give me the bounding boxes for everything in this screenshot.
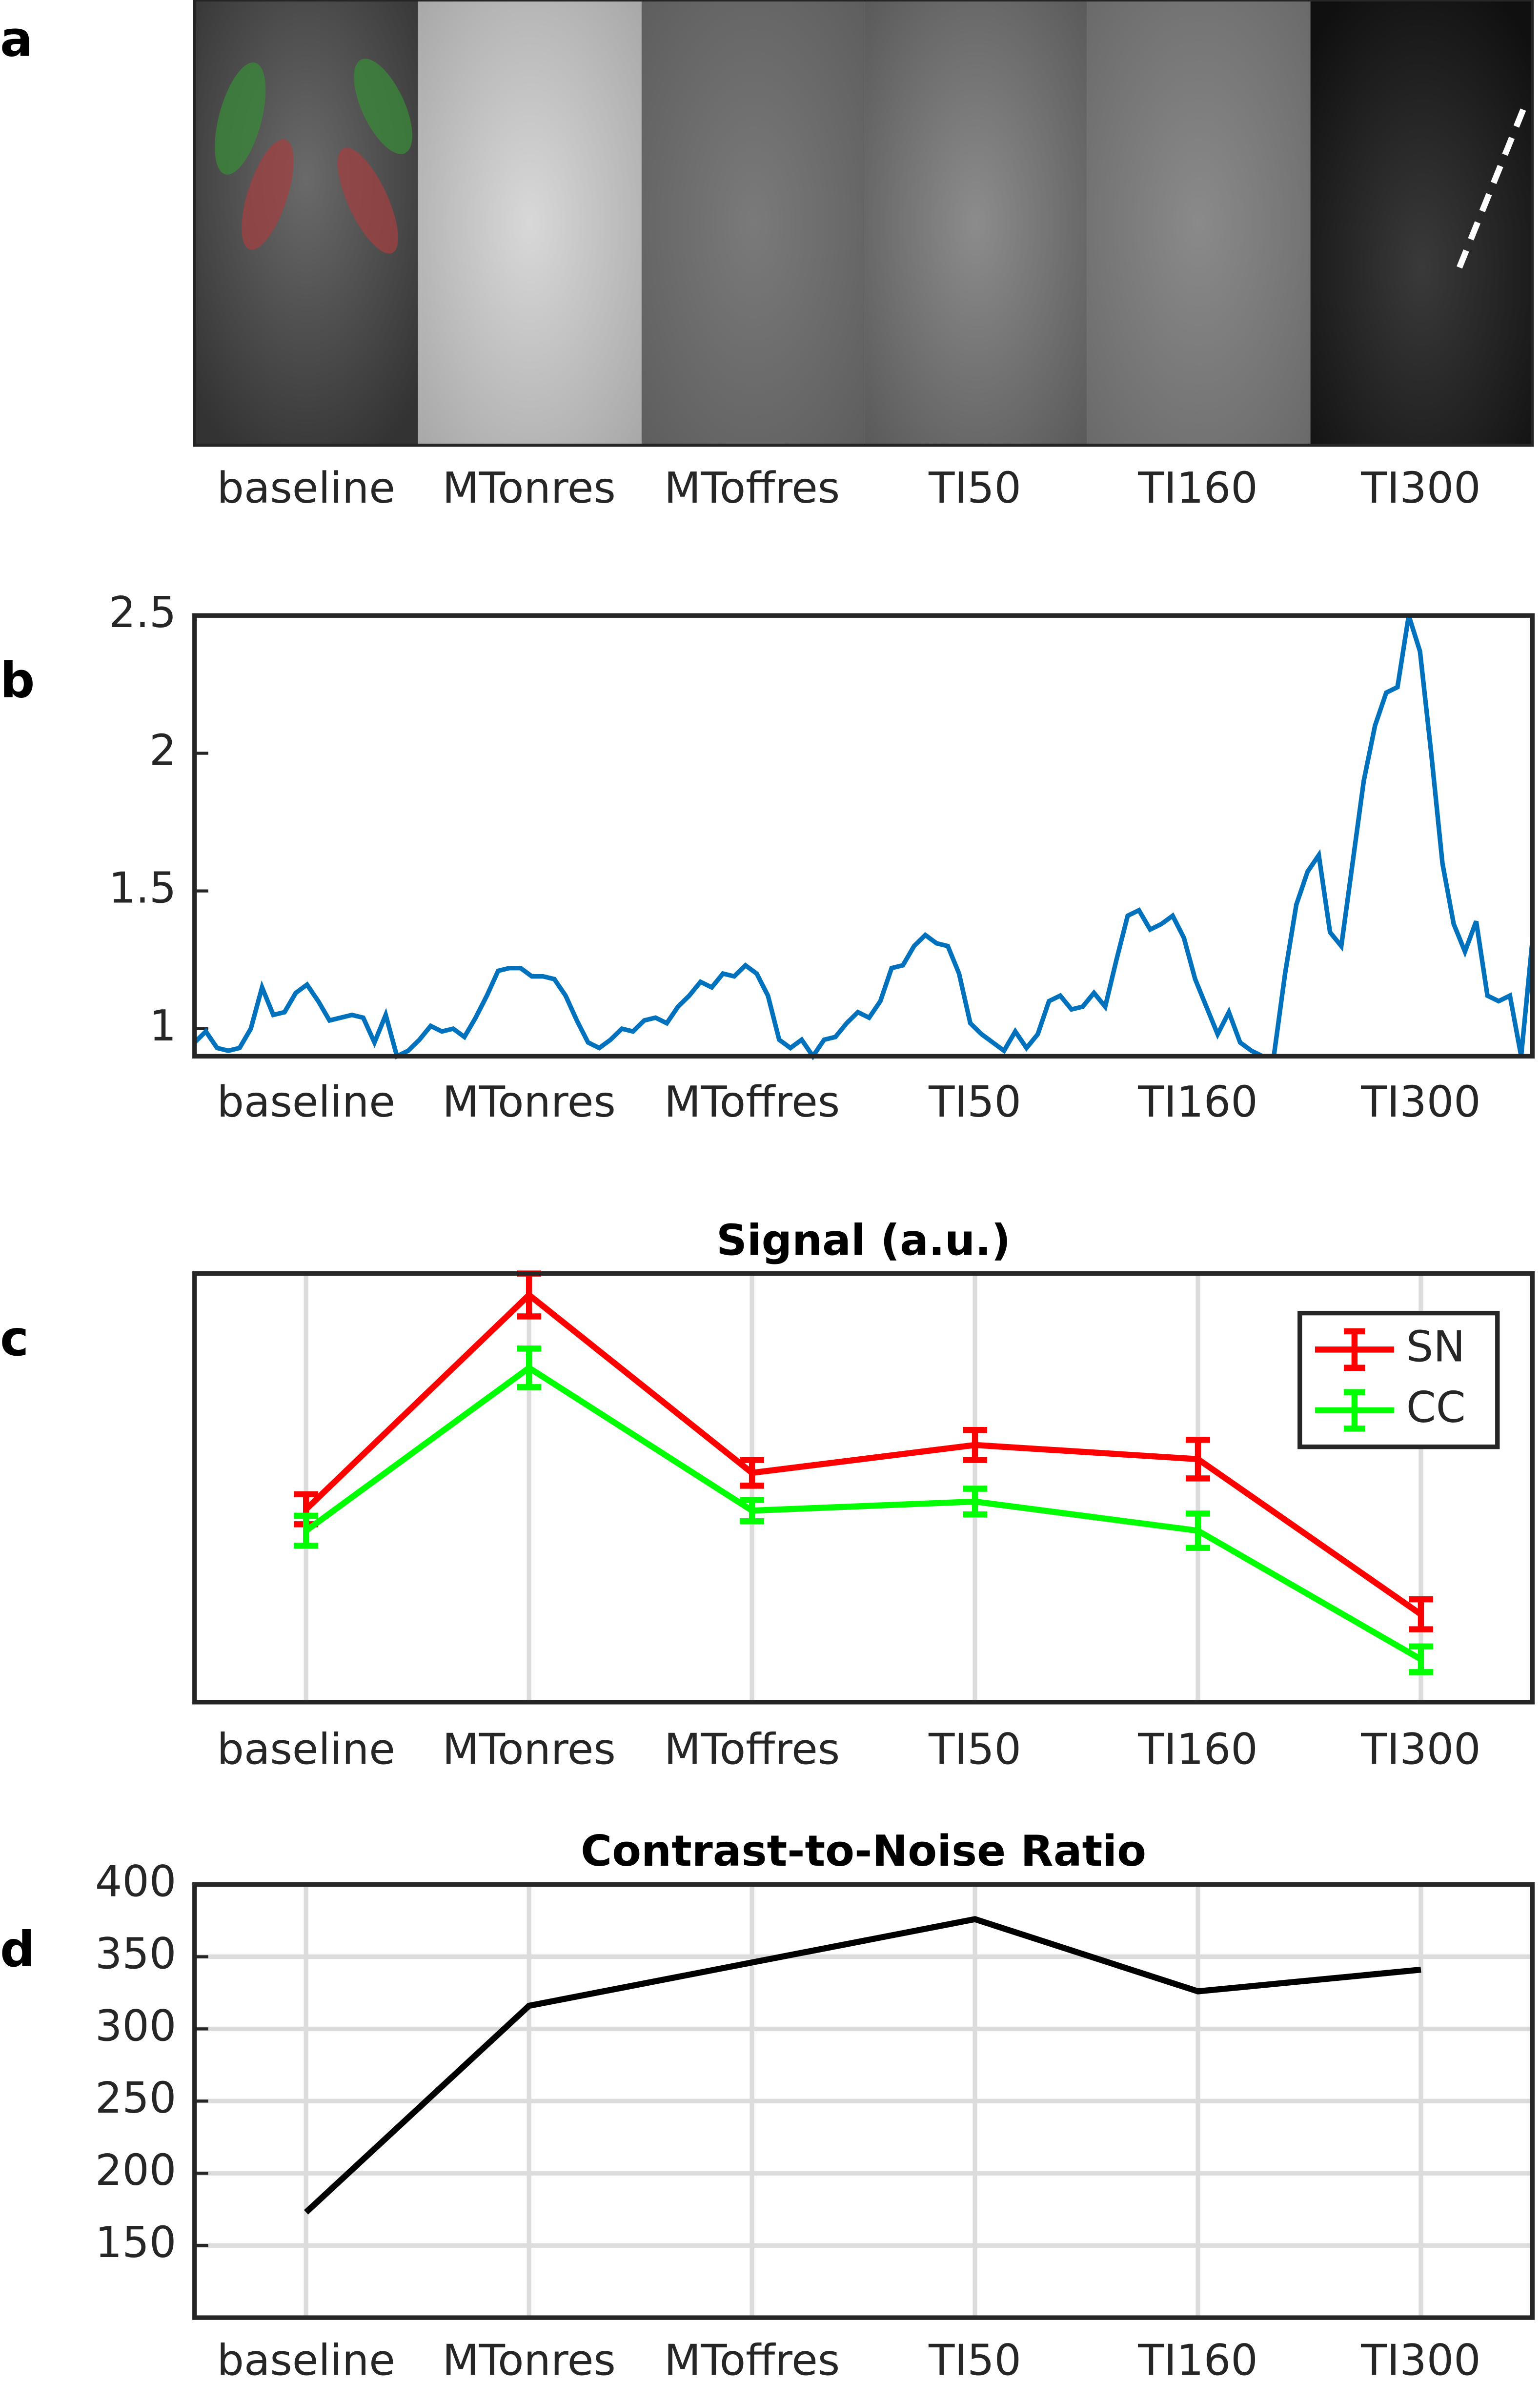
x-tick-label: baseline bbox=[217, 1077, 395, 1127]
y-tick-label: 200 bbox=[95, 2145, 176, 2195]
roi-cc bbox=[215, 62, 266, 175]
x-tick-label: MToffres bbox=[664, 2335, 840, 2383]
image-tile bbox=[1087, 0, 1311, 446]
image-frame bbox=[193, 0, 1534, 447]
series-line bbox=[304, 1291, 1423, 1617]
y-tick-label: 1 bbox=[149, 1001, 176, 1051]
x-tick-label: TI160 bbox=[1137, 1725, 1257, 1774]
y-tick-label: 2.5 bbox=[109, 588, 177, 637]
x-tick-label: MToffres bbox=[664, 1077, 840, 1127]
x-tick-label: baseline bbox=[217, 1725, 395, 1774]
error-bar bbox=[1186, 1510, 1210, 1551]
x-tick-label: MTonres bbox=[442, 1725, 615, 1774]
x-tick-label: MToffres bbox=[664, 463, 840, 513]
chart-title: Contrast-to-Noise Ratio bbox=[581, 1826, 1146, 1876]
legend-label: CC bbox=[1406, 1383, 1466, 1432]
roi-cc bbox=[354, 59, 412, 154]
error-bar bbox=[1409, 1596, 1433, 1632]
image-tile bbox=[865, 0, 1087, 446]
x-tick-label: TI300 bbox=[1360, 1725, 1480, 1774]
image-tile bbox=[1310, 0, 1533, 446]
x-tick-label: MTonres bbox=[442, 463, 615, 513]
panel-label: b bbox=[0, 652, 35, 709]
image-tile bbox=[418, 0, 642, 446]
error-bar bbox=[1186, 1437, 1210, 1482]
legend-label: SN bbox=[1406, 1322, 1465, 1371]
series-line bbox=[304, 1364, 1423, 1662]
panel-label: a bbox=[0, 11, 33, 68]
roi-sn bbox=[337, 147, 399, 254]
panel-label: c bbox=[0, 1310, 29, 1367]
plot-frame bbox=[192, 1882, 1535, 2320]
data-line bbox=[304, 1916, 1421, 2215]
x-tick-label: MTonres bbox=[442, 2335, 615, 2383]
x-tick-label: TI300 bbox=[1360, 1077, 1480, 1127]
legend-swatch bbox=[1315, 1389, 1394, 1432]
y-tick-label: 300 bbox=[95, 2001, 176, 2051]
y-tick-label: 250 bbox=[95, 2073, 176, 2123]
x-tick-label: TI160 bbox=[1137, 463, 1257, 513]
y-tick-label: 400 bbox=[95, 1856, 176, 1906]
data-line bbox=[193, 614, 1535, 1060]
x-tick-label: TI50 bbox=[928, 1077, 1021, 1127]
x-tick-label: TI160 bbox=[1137, 2335, 1257, 2383]
legend-box bbox=[1297, 1310, 1500, 1449]
x-tick-label: TI50 bbox=[928, 2335, 1021, 2383]
error-bar bbox=[517, 1345, 542, 1390]
plot-frame bbox=[192, 613, 1535, 1059]
plot-frame bbox=[192, 1271, 1535, 1705]
x-tick-label: TI300 bbox=[1360, 463, 1480, 513]
y-tick-label: 350 bbox=[95, 1929, 176, 1978]
plot-area bbox=[194, 615, 1533, 1057]
y-tick-label: 150 bbox=[95, 2218, 176, 2267]
x-tick-label: baseline bbox=[217, 463, 395, 513]
image-strip bbox=[193, 0, 1534, 447]
error-bar bbox=[963, 1426, 987, 1463]
error-bar bbox=[294, 1512, 319, 1549]
error-bar bbox=[740, 1497, 765, 1525]
x-tick-label: TI300 bbox=[1360, 2335, 1480, 2383]
legend-swatch bbox=[1315, 1328, 1394, 1371]
x-tick-label: TI160 bbox=[1137, 1077, 1257, 1127]
error-bar bbox=[1409, 1643, 1433, 1675]
y-tick-label: 1.5 bbox=[109, 863, 177, 913]
y-tick-label: 2 bbox=[149, 725, 176, 775]
image-tile bbox=[641, 0, 865, 446]
x-tick-label: MTonres bbox=[442, 1077, 615, 1127]
x-tick-label: MToffres bbox=[664, 1725, 840, 1774]
roi-sn bbox=[242, 139, 294, 250]
error-bar bbox=[740, 1457, 765, 1489]
x-tick-label: baseline bbox=[217, 2335, 395, 2383]
chart-title: Signal (a.u.) bbox=[716, 1215, 1011, 1265]
panel-label: d bbox=[0, 1921, 35, 1978]
x-tick-label: TI50 bbox=[928, 463, 1021, 513]
x-tick-label: TI50 bbox=[928, 1725, 1021, 1774]
error-bar bbox=[963, 1486, 987, 1518]
